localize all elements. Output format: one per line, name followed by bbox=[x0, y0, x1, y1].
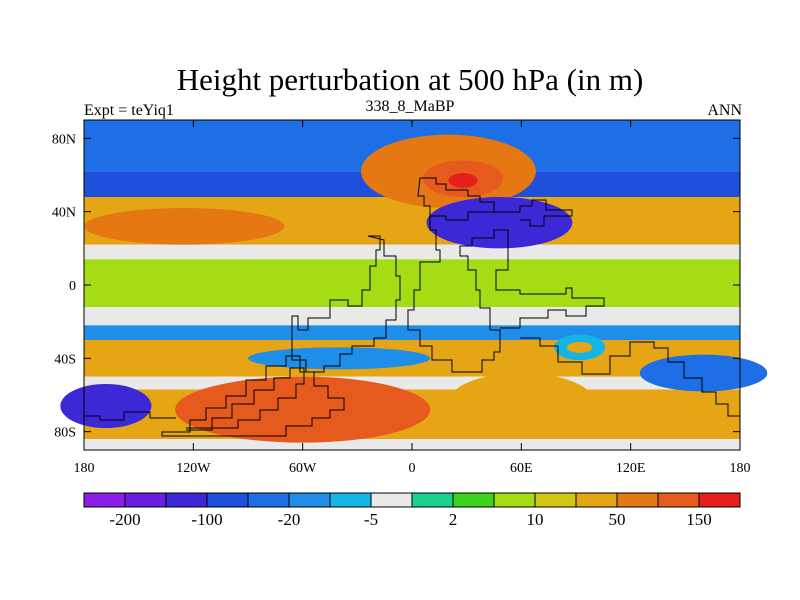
x-tick-label: 0 bbox=[409, 461, 416, 476]
colorbar-swatch bbox=[698, 492, 741, 508]
field-band bbox=[84, 307, 740, 326]
field-anomaly bbox=[612, 200, 704, 238]
x-tick-label: 180 bbox=[74, 461, 95, 476]
colorbar-swatch bbox=[452, 492, 495, 508]
colorbar: -200 -100 -20 -5 2 10 50 150 bbox=[83, 492, 741, 529]
colorbar-label: 50 bbox=[609, 510, 626, 529]
colorbar-label: -5 bbox=[364, 510, 378, 529]
colorbar-swatch bbox=[329, 492, 372, 508]
coastline-australia bbox=[520, 337, 740, 417]
colorbar-swatch bbox=[288, 492, 331, 508]
colorbar-label: 2 bbox=[449, 510, 458, 529]
x-tick-label: 180 bbox=[730, 461, 751, 476]
chart-title: Height perturbation at 500 hPa (in m) bbox=[176, 62, 644, 97]
colorbar-label: -200 bbox=[109, 510, 140, 529]
field-anomaly bbox=[84, 208, 285, 245]
field-anomaly bbox=[448, 373, 595, 432]
field-anomaly bbox=[248, 347, 431, 370]
season-label: ANN bbox=[707, 102, 742, 119]
colorbar-swatch bbox=[370, 492, 413, 508]
field-anomaly bbox=[566, 341, 593, 353]
colorbar-swatch bbox=[616, 492, 659, 508]
field-anomaly bbox=[448, 173, 478, 188]
colorbar-swatch bbox=[493, 492, 536, 508]
y-tick-label: 80S bbox=[54, 426, 76, 441]
field-anomaly bbox=[60, 384, 152, 428]
x-tick-label: 60W bbox=[289, 461, 317, 476]
field-anomaly bbox=[175, 376, 431, 443]
colorbar-swatch bbox=[165, 492, 208, 508]
y-tick-label: 80N bbox=[52, 132, 76, 147]
colorbar-swatch bbox=[657, 492, 700, 508]
field-band bbox=[84, 244, 740, 260]
coastline-eurasia bbox=[407, 216, 605, 373]
colorbar-label: -20 bbox=[278, 510, 301, 529]
y-tick-label: 0 bbox=[69, 279, 76, 294]
period-label: 338_8_MaBP bbox=[365, 98, 455, 115]
colorbar-label: 150 bbox=[686, 510, 712, 529]
coastline-antarctic-peninsula bbox=[161, 355, 345, 437]
colorbar-swatch bbox=[124, 492, 167, 508]
colorbar-swatch bbox=[206, 492, 249, 508]
field-anomaly bbox=[426, 197, 573, 249]
colorbar-label: 10 bbox=[527, 510, 544, 529]
colorbar-swatch bbox=[247, 492, 290, 508]
x-tick-label: 120E bbox=[616, 461, 646, 476]
coastline-antarctic-inner bbox=[186, 367, 305, 431]
coastline-north-asia bbox=[494, 199, 573, 227]
coastlines bbox=[84, 177, 740, 437]
field-anomaly bbox=[639, 354, 768, 392]
colorbar-swatch bbox=[411, 492, 454, 508]
field-band bbox=[84, 325, 740, 340]
y-tick-label: 40N bbox=[52, 206, 76, 221]
y-tick-label: 40S bbox=[54, 352, 76, 367]
experiment-label: Expt = teYiq1 bbox=[84, 102, 174, 119]
height-field bbox=[60, 120, 768, 450]
axis-ticks: 180 120W 60W 0 60E 120E 180 80N 40N 0 40S 80S bbox=[52, 120, 751, 476]
colorbar-swatch bbox=[534, 492, 577, 508]
colorbar-label: -100 bbox=[191, 510, 222, 529]
colorbar-swatch bbox=[575, 492, 618, 508]
coastline-south-pacific bbox=[84, 411, 176, 421]
x-tick-label: 120W bbox=[176, 461, 211, 476]
x-tick-label: 60E bbox=[510, 461, 533, 476]
field-band bbox=[84, 376, 740, 390]
field-band bbox=[84, 259, 740, 307]
coastline-americas bbox=[291, 235, 401, 373]
colorbar-swatch bbox=[83, 492, 126, 508]
